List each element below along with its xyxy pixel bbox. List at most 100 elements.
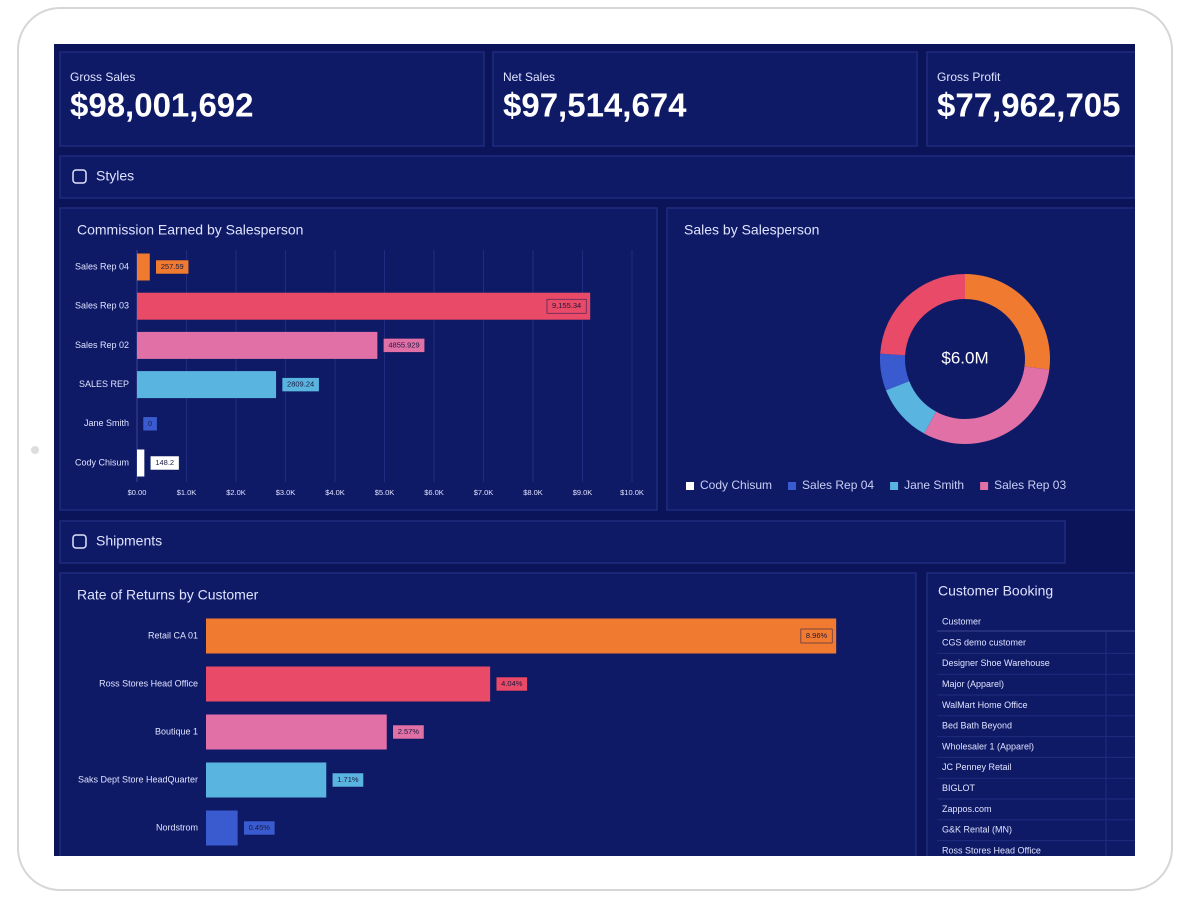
- table-cell: Wholesaler 1 (Apparel): [942, 741, 1034, 751]
- table-cell: G&K Rental (MN): [942, 825, 1012, 835]
- value-label-box: [392, 724, 425, 740]
- value-label-box: [142, 416, 158, 432]
- bar: [206, 618, 837, 654]
- section-bar: [59, 520, 1066, 564]
- kpi-label: Gross Sales: [70, 70, 135, 84]
- value-label: 9,155.34: [552, 301, 581, 310]
- category-label: Saks Dept Store HeadQuarter: [78, 774, 198, 784]
- chart-title: Sales by Salesperson: [684, 222, 819, 238]
- donut-segment: [885, 381, 937, 434]
- value-label: 1.71%: [337, 775, 359, 784]
- bar: [137, 292, 591, 320]
- value-label-box: [150, 455, 180, 471]
- value-label-box: [243, 820, 276, 836]
- bar: [137, 371, 277, 399]
- table-cell: Major (Apparel): [942, 679, 1004, 689]
- kpi-label: Net Sales: [503, 70, 555, 84]
- donut-segment: [965, 274, 1050, 370]
- value-label: 2809.24: [287, 380, 314, 389]
- x-tick-label: $2.0K: [226, 488, 246, 497]
- bar: [206, 666, 491, 702]
- section-bar: [59, 155, 1135, 199]
- table-cell: Zappos.com: [942, 804, 992, 814]
- category-label: Retail CA 01: [148, 630, 198, 640]
- legend-swatch: [788, 482, 797, 490]
- chart-panel: [59, 207, 658, 511]
- value-label: 0.45%: [249, 823, 271, 832]
- category-label: Sales Rep 04: [75, 261, 129, 271]
- value-label: 2.57%: [398, 727, 420, 736]
- value-label-box: [546, 298, 587, 314]
- category-label: Boutique 1: [155, 726, 198, 736]
- category-label: Jane Smith: [84, 418, 129, 428]
- section-icon: [72, 534, 87, 549]
- kpi-card: [59, 51, 485, 147]
- value-label-box: [495, 676, 528, 692]
- value-label: 148.2: [155, 458, 174, 467]
- bar: [137, 253, 150, 281]
- chart-title: Commission Earned by Salesperson: [77, 222, 303, 238]
- table-cell: Designer Shoe Warehouse: [942, 658, 1050, 668]
- table-cell: Ross Stores Head Office: [942, 845, 1041, 855]
- table-cell: JC Penney Retail: [942, 762, 1012, 772]
- value-label: 257.59: [161, 262, 184, 271]
- value-label-box: [281, 377, 320, 392]
- kpi-card: [926, 51, 1135, 147]
- x-tick-label: $3.0K: [276, 488, 296, 497]
- section-title: Shipments: [96, 533, 162, 549]
- value-label-box: [155, 259, 189, 275]
- section-icon: [72, 169, 87, 184]
- legend-swatch: [890, 482, 899, 490]
- table-cell: Bed Bath Beyond: [942, 721, 1012, 731]
- category-label: Nordstrom: [156, 822, 198, 832]
- kpi-label: Gross Profit: [937, 70, 1001, 84]
- legend-label: Cody Chisum: [700, 478, 772, 492]
- x-tick-label: $8.0K: [523, 488, 543, 497]
- kpi-card: [492, 51, 918, 147]
- bar: [137, 449, 145, 477]
- legend-swatch: [980, 482, 989, 490]
- bar: [137, 331, 378, 359]
- x-tick-label: $9.0K: [573, 488, 593, 497]
- x-tick-label: $4.0K: [325, 488, 345, 497]
- table-cell: CGS demo customer: [942, 637, 1026, 647]
- kpi-value: $77,962,705: [937, 87, 1121, 124]
- donut-segment: [880, 353, 910, 391]
- x-tick-label: $7.0K: [474, 488, 494, 497]
- x-tick-label: $0.00: [128, 488, 147, 497]
- bar: [206, 810, 238, 846]
- kpi-value: $97,514,674: [503, 87, 687, 124]
- x-tick-label: $1.0K: [177, 488, 197, 497]
- table-cell: WalMart Home Office: [942, 700, 1028, 710]
- donut-segment: [880, 274, 965, 356]
- legend-label: Sales Rep 03: [994, 478, 1066, 492]
- camera: [31, 446, 39, 454]
- table-cell: BIGLOT: [942, 783, 976, 793]
- donut-segment: [924, 366, 1050, 445]
- section-title: Styles: [96, 168, 134, 184]
- bar: [206, 762, 327, 798]
- value-label-box: [800, 628, 833, 644]
- table-header: Customer: [942, 616, 981, 626]
- dashboard: Gross Sales $98,001,692 Net Sales $97,514,6…: [59, 51, 1135, 856]
- kpi-value: $98,001,692: [70, 87, 254, 124]
- category-label: Sales Rep 02: [75, 340, 129, 350]
- value-label-box: [383, 338, 425, 353]
- value-label-box: [332, 772, 364, 788]
- table-title: Customer Booking: [938, 583, 1053, 599]
- x-tick-label: $6.0K: [424, 488, 444, 497]
- bar: [206, 714, 387, 750]
- donut-center-label: $6.0M: [941, 348, 988, 367]
- table-panel: [926, 572, 1135, 856]
- value-label: 8.96%: [806, 631, 828, 640]
- x-tick-label: $10.0K: [620, 488, 644, 497]
- x-tick-label: $5.0K: [375, 488, 395, 497]
- value-label: 4.04%: [501, 679, 523, 688]
- category-label: SALES REP: [79, 379, 129, 389]
- category-label: Ross Stores Head Office: [99, 678, 198, 688]
- legend-label: Jane Smith: [904, 478, 964, 492]
- legend-swatch: [686, 482, 694, 490]
- chart-title: Rate of Returns by Customer: [77, 587, 259, 603]
- value-label: 0: [148, 419, 152, 428]
